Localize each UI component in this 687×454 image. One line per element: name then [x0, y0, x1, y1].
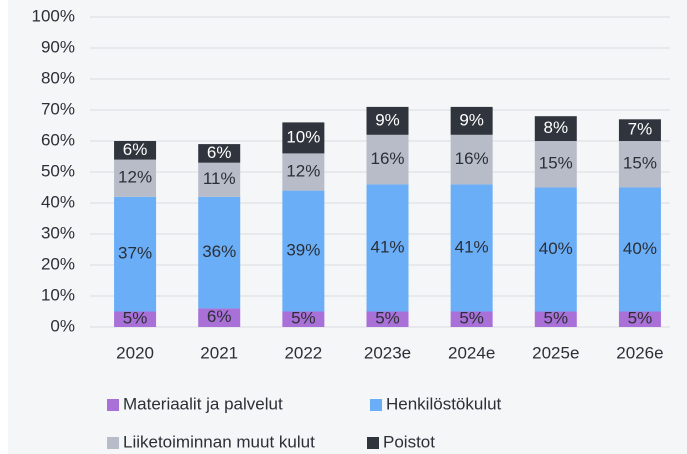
data-label: 10% — [286, 127, 320, 146]
bar-segment — [366, 311, 409, 327]
data-label: 6% — [207, 307, 232, 326]
data-label: 15% — [539, 154, 573, 173]
legend-swatch — [107, 399, 119, 411]
bar-segment — [198, 162, 241, 197]
bar-segment — [366, 184, 409, 312]
bar-segment — [534, 187, 577, 312]
data-label: 16% — [455, 149, 489, 168]
bar-segment — [366, 106, 409, 135]
bar-segment — [534, 116, 577, 141]
data-label: 5% — [459, 309, 484, 328]
data-label: 12% — [118, 168, 152, 187]
x-tick-label: 2025e — [532, 343, 579, 362]
y-tick-label: 20% — [41, 254, 75, 273]
bar-segment — [282, 122, 325, 154]
background — [8, 0, 687, 454]
data-label: 7% — [628, 120, 653, 139]
y-tick-label: 0% — [50, 316, 75, 335]
legend-label: Henkilöstökulut — [386, 394, 502, 413]
data-label: 36% — [202, 242, 236, 261]
x-tick-label: 2021 — [200, 343, 238, 362]
bar-segment — [114, 311, 157, 327]
bar-segment — [618, 141, 661, 188]
data-label: 41% — [455, 237, 489, 256]
y-tick-label: 50% — [41, 161, 75, 180]
bar-segment — [618, 187, 661, 312]
x-tick-label: 2023e — [364, 343, 411, 362]
bar-segment — [450, 184, 493, 312]
bar-segment — [114, 159, 157, 197]
data-label: 9% — [459, 110, 484, 129]
bar-segment — [450, 134, 493, 185]
data-label: 5% — [628, 309, 653, 328]
bar-segment — [618, 311, 661, 327]
bar-segment — [618, 119, 661, 141]
x-tick-label: 2026e — [616, 343, 663, 362]
data-label: 9% — [375, 110, 400, 129]
data-label: 5% — [543, 309, 568, 328]
bar-segment — [198, 308, 241, 327]
y-tick-label: 40% — [41, 192, 75, 211]
y-tick-label: 100% — [32, 6, 75, 25]
x-tick-label: 2022 — [284, 343, 322, 362]
data-label: 5% — [291, 309, 316, 328]
y-tick-label: 90% — [41, 37, 75, 56]
bar-segment — [282, 190, 325, 312]
bar-segment — [534, 141, 577, 188]
legend-label: Liiketoiminnan muut kulut — [123, 432, 315, 451]
data-label: 16% — [370, 149, 404, 168]
y-tick-label: 10% — [41, 285, 75, 304]
bar-segment — [198, 196, 241, 309]
legend-label: Poistot — [383, 432, 435, 451]
data-label: 40% — [623, 239, 657, 258]
data-label: 41% — [370, 237, 404, 256]
bar-segment — [114, 196, 157, 312]
data-label: 11% — [203, 169, 236, 188]
x-tick-label: 2020 — [116, 343, 154, 362]
legend-swatch — [367, 437, 379, 449]
data-label: 6% — [207, 143, 232, 162]
bar-segment — [450, 311, 493, 327]
legend-swatch — [370, 399, 382, 411]
data-label: 12% — [286, 161, 320, 180]
data-label: 5% — [375, 309, 400, 328]
data-label: 37% — [118, 244, 152, 263]
bar-segment — [450, 106, 493, 135]
data-label: 8% — [543, 118, 568, 137]
data-label: 39% — [286, 241, 320, 260]
data-label: 15% — [623, 154, 657, 173]
data-label: 6% — [123, 140, 148, 159]
y-tick-label: 70% — [41, 99, 75, 118]
bar-segment — [282, 153, 325, 191]
y-tick-label: 60% — [41, 130, 75, 149]
y-tick-label: 80% — [41, 68, 75, 87]
legend-swatch — [107, 437, 119, 449]
x-tick-label: 2024e — [448, 343, 495, 362]
legend-label: Materiaalit ja palvelut — [123, 394, 283, 413]
bar-segment — [534, 311, 577, 327]
bar-segment — [366, 134, 409, 185]
y-tick-label: 30% — [41, 223, 75, 242]
bar-segment — [198, 144, 241, 163]
data-label: 40% — [539, 239, 573, 258]
data-label: 5% — [123, 309, 148, 328]
bar-segment — [282, 311, 325, 327]
bar-segment — [114, 141, 157, 160]
